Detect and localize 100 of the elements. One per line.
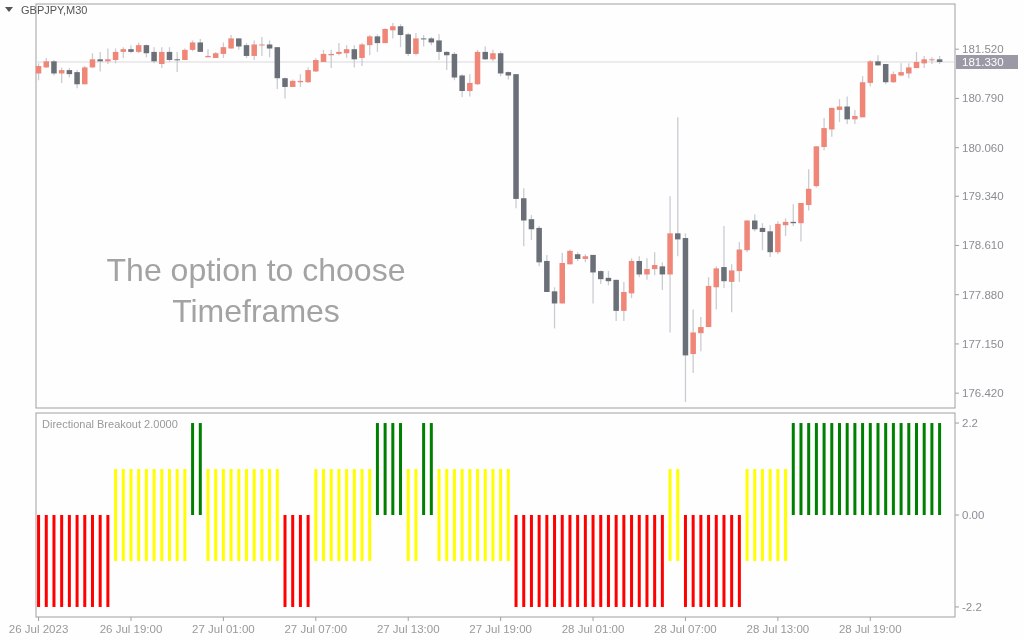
y-tick-label: 2.2 (962, 417, 978, 430)
bar (730, 515, 734, 607)
y-tick-label: 176.420 (962, 387, 1004, 400)
candlestick (621, 281, 627, 322)
y-tick-label: 180.790 (962, 92, 1004, 105)
candlestick (359, 42, 365, 67)
candlestick (728, 263, 735, 313)
bar (768, 469, 772, 561)
candlestick (713, 265, 720, 311)
bar (645, 515, 649, 607)
y-tick-label: -2.2 (962, 600, 982, 613)
bar (221, 469, 225, 561)
bar (391, 423, 395, 515)
bar (660, 515, 664, 607)
bar (784, 469, 788, 561)
bar (329, 469, 333, 561)
bar (845, 423, 849, 515)
candlestick (798, 202, 804, 243)
bar (237, 469, 241, 561)
bar (514, 515, 518, 607)
bar (853, 423, 857, 515)
bar (268, 469, 272, 561)
bar (137, 469, 141, 561)
bar (368, 469, 372, 561)
candlestick (721, 225, 727, 289)
bar (668, 469, 672, 561)
bar (198, 423, 202, 515)
bar (422, 423, 426, 515)
candlestick (397, 23, 404, 48)
bar (522, 515, 526, 607)
bar (606, 515, 610, 607)
bar (653, 515, 657, 607)
bar (314, 469, 318, 561)
bar (714, 515, 718, 607)
bar (445, 469, 449, 561)
bar (429, 423, 433, 515)
bar (468, 469, 472, 561)
bar (622, 515, 626, 607)
bar (245, 469, 248, 561)
candlestick (251, 39, 257, 61)
candlestick (551, 286, 558, 330)
bar (506, 469, 510, 561)
bar (460, 469, 464, 561)
bar (67, 515, 71, 607)
bar (899, 423, 903, 515)
bar (891, 423, 895, 515)
annotation: The option to choose Timeframes (106, 252, 406, 329)
bar (129, 469, 133, 561)
candlestick (413, 32, 419, 56)
bar (114, 469, 118, 561)
bar (868, 423, 872, 515)
candlestick (128, 44, 134, 54)
bar (529, 515, 533, 607)
bar (83, 515, 87, 607)
candlestick (698, 316, 704, 352)
bar (545, 515, 549, 607)
bar (614, 515, 618, 607)
candlestick (651, 251, 658, 276)
bar (106, 515, 110, 607)
candlestick (159, 46, 165, 69)
bar (876, 423, 880, 515)
bar (206, 469, 210, 561)
bar (922, 423, 926, 515)
x-tick-label: 27 Jul 13:00 (376, 623, 440, 635)
bar (383, 423, 387, 515)
bar (938, 423, 942, 515)
bar (60, 515, 64, 607)
bar (737, 515, 741, 607)
bar (676, 469, 680, 561)
bar (930, 423, 934, 515)
candlestick (759, 222, 766, 251)
bar (599, 515, 603, 607)
x-tick-label: 28 Jul 01:00 (561, 623, 625, 635)
bar (499, 469, 503, 561)
bar (722, 515, 726, 607)
bar (298, 515, 302, 607)
bar (160, 469, 164, 561)
bar (753, 469, 757, 561)
chart-title: GBPJPY,M30 (21, 4, 88, 16)
text: Directional Breakout 2.0000 (42, 418, 178, 430)
bar (44, 515, 48, 607)
candlestick (675, 116, 681, 257)
candlestick (405, 32, 411, 57)
bar (406, 469, 410, 561)
candlestick (805, 168, 812, 212)
bar (90, 515, 94, 607)
candlestick (336, 42, 342, 56)
candlestick (821, 117, 827, 152)
bar (360, 469, 364, 561)
bar (576, 515, 580, 607)
bar (830, 423, 834, 515)
y-tick-label: 177.150 (962, 337, 1004, 350)
candlestick (259, 36, 265, 57)
y-tick-label: 177.880 (962, 288, 1004, 301)
candlestick (74, 69, 80, 89)
bar (152, 469, 156, 561)
x-tick-label: 28 Jul 13:00 (746, 623, 810, 635)
candlestick (459, 73, 465, 98)
bar (214, 469, 218, 561)
candlestick (105, 47, 111, 65)
